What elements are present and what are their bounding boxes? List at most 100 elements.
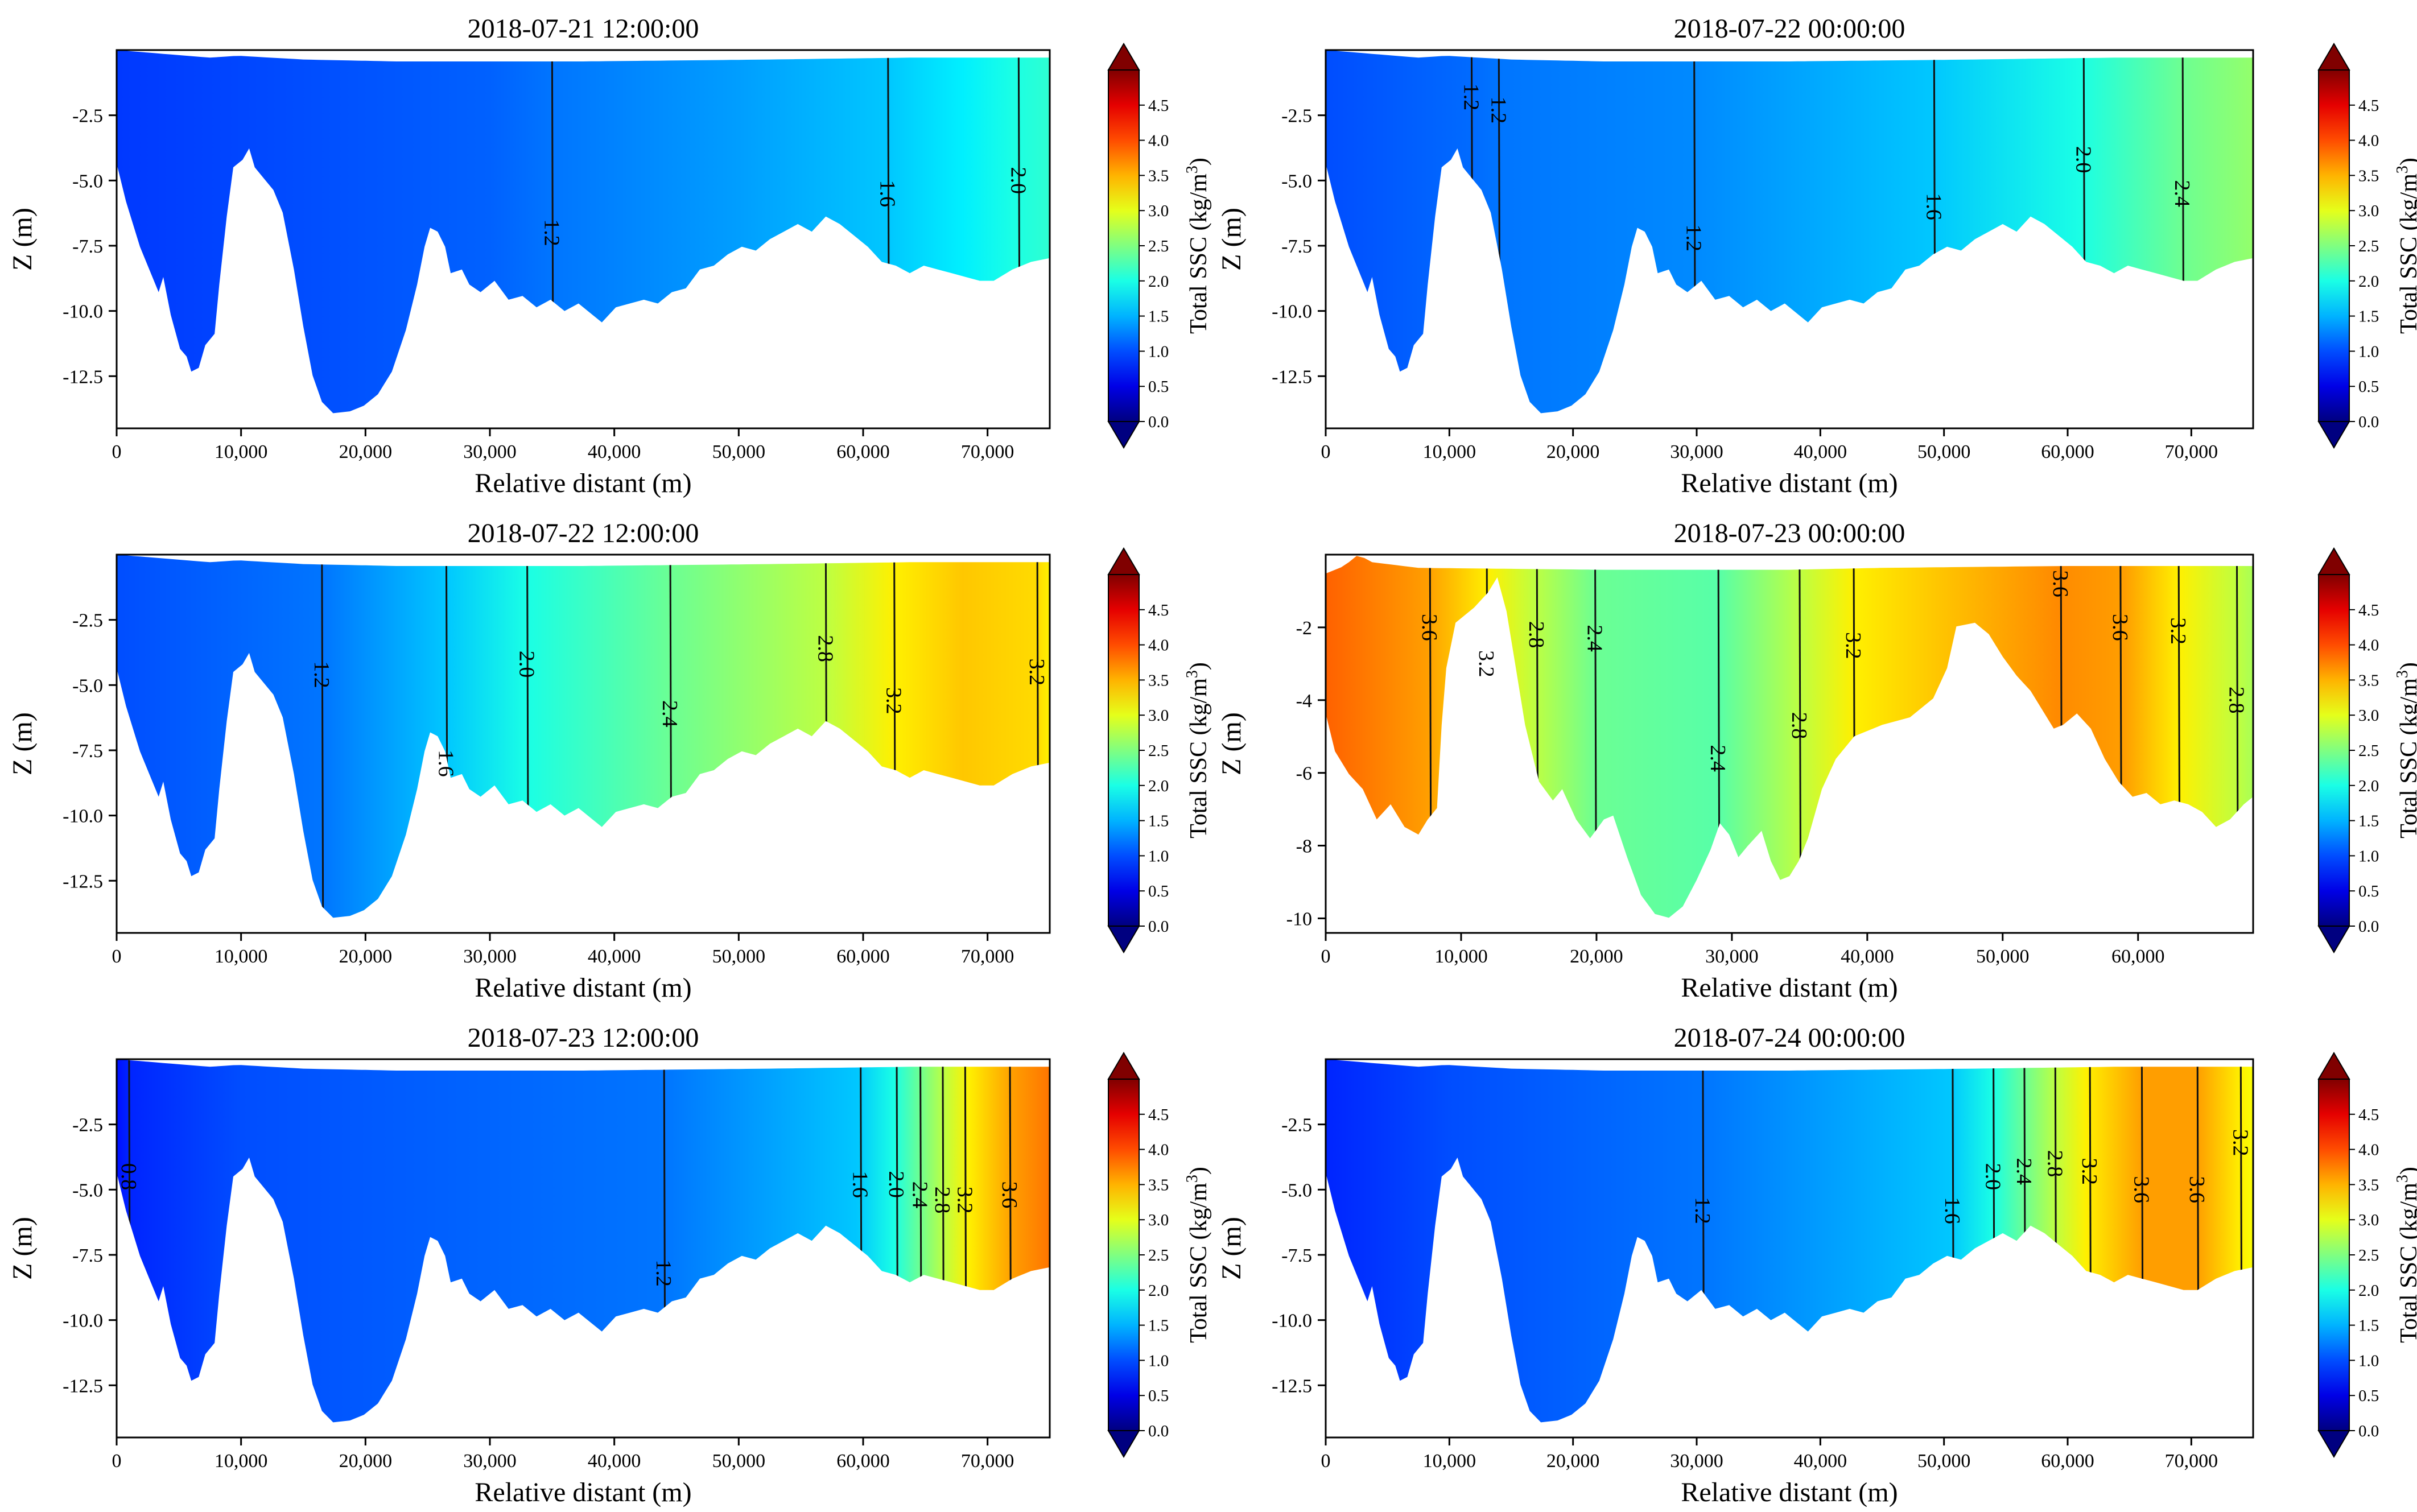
ssc-field (117, 555, 1050, 918)
x-tick-label: 30,000 (463, 441, 517, 462)
ssc-field (1326, 1059, 2253, 1423)
x-tick-label: 40,000 (1794, 441, 1847, 462)
colorbar-tick-label: 4.0 (2358, 132, 2379, 150)
contour-label: 2.0 (2071, 146, 2095, 173)
x-axis-label: Relative distant (m) (475, 468, 691, 498)
contour-line (1933, 50, 1936, 414)
x-tick-label: 70,000 (961, 441, 1014, 462)
colorbar-tick-label: 0.5 (1148, 882, 1169, 900)
y-tick-label: -12.5 (1272, 366, 1312, 387)
contour-label: 1.2 (1682, 224, 1706, 251)
colorbar-tick-label: 0.0 (1148, 413, 1169, 431)
colorbar: 0.0 0.5 1.0 1.5 2.0 2.5 3.0 3.5 4.0 4.5 Total SSC … (2317, 547, 2417, 953)
colorbar-tick-label: 1.5 (1148, 308, 1169, 326)
y-tick-label: -12.5 (63, 871, 103, 892)
y-tick-label: -7.5 (1281, 1245, 1312, 1266)
colorbar-tick-label: 3.5 (2358, 1176, 2379, 1194)
x-tick-label: 20,000 (1570, 946, 1623, 967)
contour-line (2235, 556, 2239, 918)
colorbar-tick-label: 0.0 (2358, 918, 2379, 936)
contour-line (2239, 1059, 2243, 1423)
colorbar-tick-label: 4.0 (1148, 132, 1169, 150)
y-tick-label: -10.0 (63, 301, 103, 323)
x-tick-label: 50,000 (1917, 441, 1971, 462)
colorbar-tick-label: 2.5 (1148, 237, 1169, 255)
x-tick-label: 40,000 (1841, 946, 1894, 967)
y-tick-label: -4 (1296, 691, 1312, 712)
colorbar-tick-label: 3.5 (2358, 671, 2379, 689)
contour-line (893, 555, 897, 918)
y-tick-label: -2.5 (1281, 1115, 1312, 1136)
x-tick-label: 20,000 (1546, 1451, 1600, 1472)
colorbar-tick-label: 4.0 (1148, 1141, 1169, 1159)
y-axis-label: Z (m) (1216, 208, 1247, 271)
y-tick-label: -12.5 (63, 1375, 103, 1397)
y-tick-label: -7.5 (1281, 236, 1312, 257)
colorbar-label: Total SSC (kg/m3) (2394, 158, 2417, 334)
x-tick-label: 10,000 (215, 441, 268, 462)
contour-label: 2.8 (930, 1187, 954, 1214)
panel-3: 1.2 1.6 2.0 2.4 2.8 3.2 3.2 2018-07-22 12:00:00… (7, 518, 1212, 1003)
panel-title: 2018-07-21 12:00:00 (468, 14, 699, 44)
x-tick-label: 60,000 (836, 441, 890, 462)
y-tick-label: -10.0 (1272, 1311, 1312, 1332)
contour-line (1009, 1059, 1012, 1423)
contour-label: 3.6 (1417, 614, 1441, 641)
colorbar-tick-label: 3.0 (2358, 707, 2379, 725)
x-tick-label: 20,000 (339, 946, 393, 967)
x-tick-label: 10,000 (1423, 441, 1476, 462)
y-axis-label: Z (m) (7, 1217, 38, 1280)
x-tick-label: 30,000 (463, 1451, 517, 1472)
colorbar-tick-label: 4.5 (1148, 1106, 1169, 1124)
x-tick-label: 40,000 (588, 441, 641, 462)
x-tick-label: 10,000 (1434, 946, 1488, 967)
contour-label: 1.6 (1940, 1197, 1964, 1224)
colorbar-tick-label: 3.0 (2358, 1211, 2379, 1229)
x-tick-label: 70,000 (2165, 441, 2218, 462)
contour-line (896, 1059, 899, 1423)
colorbar-label: Total SSC (kg/m3) (2394, 1167, 2417, 1343)
colorbar-tick-label: 4.0 (1148, 637, 1169, 655)
x-tick-label: 70,000 (961, 1451, 1014, 1472)
x-tick-label: 10,000 (1423, 1451, 1476, 1472)
contour-label: 2.8 (2224, 687, 2248, 714)
y-tick-label: -10 (1286, 908, 1312, 929)
colorbar-tick-label: 3.0 (1148, 1211, 1169, 1229)
contour-line (2196, 1059, 2200, 1423)
y-axis-label: Z (m) (1216, 712, 1247, 775)
contour-label: 3.2 (952, 1187, 976, 1214)
x-tick-label: 50,000 (1976, 946, 2030, 967)
plot-frame (116, 1058, 1051, 1439)
colorbar-tick-label: 0.5 (1148, 378, 1169, 396)
contour-label: 3.6 (2108, 614, 2132, 641)
contour-label: 2.0 (1981, 1163, 2005, 1191)
plot-frame (116, 553, 1051, 934)
contour-label: 1.6 (848, 1171, 872, 1198)
x-tick-label: 30,000 (1705, 946, 1759, 967)
x-axis-label: Relative distant (m) (1681, 1477, 1898, 1507)
contour-label: 2.4 (658, 700, 682, 728)
contour-label: 2.8 (813, 635, 837, 662)
contour-label: 2.4 (908, 1181, 932, 1209)
y-tick-label: -2.5 (1281, 106, 1312, 127)
contour-line (2060, 556, 2063, 918)
contour-label: 1.2 (310, 661, 333, 688)
x-tick-label: 0 (1321, 1451, 1331, 1472)
x-tick-label: 0 (1321, 946, 1331, 967)
y-tick-label: -2.5 (72, 610, 103, 631)
ssc-field (117, 1059, 1050, 1423)
colorbar-tick-label: 1.0 (1148, 1352, 1169, 1370)
y-tick-label: -8 (1296, 836, 1312, 857)
colorbar-tick-label: 4.5 (2358, 601, 2379, 619)
contour-label: 3.6 (997, 1181, 1021, 1209)
y-tick-label: -10.0 (63, 1311, 103, 1332)
x-axis-label: Relative distant (m) (1681, 973, 1898, 1003)
y-tick-label: -6 (1296, 763, 1312, 784)
y-tick-label: -5.0 (72, 1180, 103, 1201)
y-tick-label: -2 (1296, 618, 1312, 639)
panel-title: 2018-07-22 12:00:00 (468, 518, 699, 548)
x-tick-label: 50,000 (712, 441, 766, 462)
y-tick-label: -5.0 (1281, 171, 1312, 192)
panel-6: 1.2 1.6 2.0 2.4 2.8 3.2 3.6 3.6 3.2 2018-07-24 00… (1216, 1023, 2417, 1507)
